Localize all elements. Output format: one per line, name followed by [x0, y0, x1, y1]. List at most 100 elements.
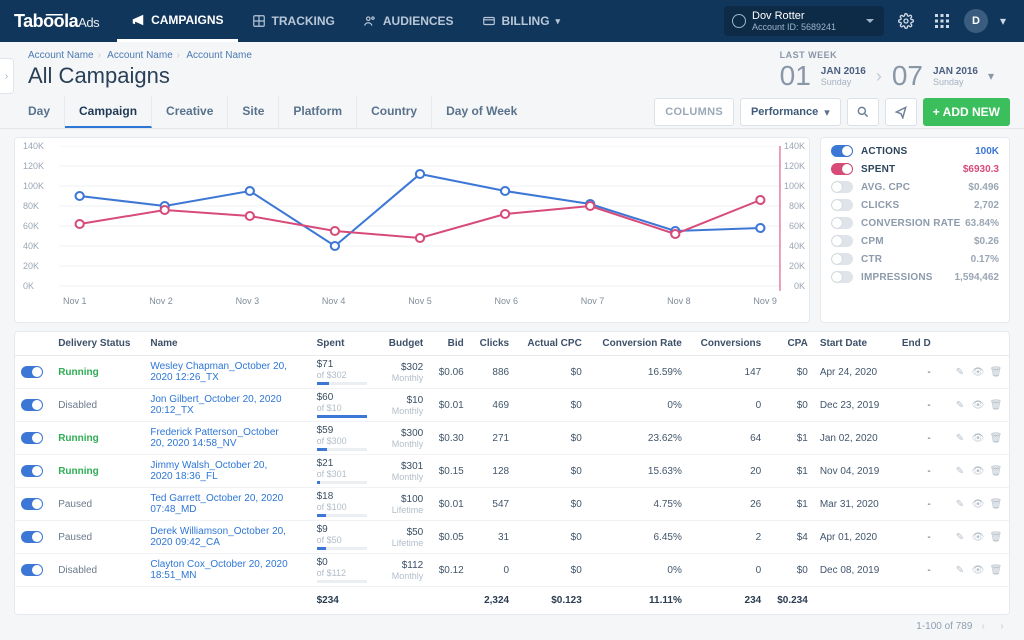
metric-toggle[interactable] [831, 217, 853, 229]
account-switcher[interactable]: Dov Rotter Account ID: 5689241 [724, 6, 884, 36]
metric-ctr[interactable]: CTR0.17% [821, 250, 1009, 268]
col-header[interactable]: Bid [429, 332, 470, 356]
pager-prev[interactable]: ‹ [975, 621, 991, 632]
view-icon[interactable]: 👁 [971, 565, 985, 576]
row-enable-toggle[interactable] [21, 432, 43, 444]
col-header[interactable]: CPA [767, 332, 814, 356]
edit-icon[interactable]: ✎ [953, 466, 967, 477]
campaign-link[interactable]: Clayton Cox_October 20, 2020 18:51_MN [150, 559, 290, 582]
col-header[interactable] [15, 332, 52, 356]
edit-icon[interactable]: ✎ [953, 400, 967, 411]
tab-creative[interactable]: Creative [152, 96, 228, 128]
view-icon[interactable]: 👁 [971, 367, 985, 378]
delete-icon[interactable]: 🗑 [989, 499, 1003, 510]
edit-icon[interactable]: ✎ [953, 565, 967, 576]
metric-toggle[interactable] [831, 253, 853, 265]
edit-icon[interactable]: ✎ [953, 532, 967, 543]
user-avatar[interactable]: D [964, 9, 988, 33]
date-range-picker[interactable]: LAST WEEK 01 JAN 2016Sunday › 07 JAN 201… [780, 50, 1006, 90]
campaign-link[interactable]: Frederick Patterson_October 20, 2020 14:… [150, 427, 290, 450]
metric-actions[interactable]: ACTIONS100K [821, 142, 1009, 160]
metric-toggle[interactable] [831, 145, 853, 157]
pager-label: 1-100 of 789 [916, 621, 972, 632]
col-header[interactable]: Delivery Status [52, 332, 144, 356]
metric-toggle[interactable] [831, 271, 853, 283]
delete-icon[interactable]: 🗑 [989, 532, 1003, 543]
metric-conversion-rate[interactable]: CONVERSION RATE63.84% [821, 214, 1009, 232]
search-button[interactable] [847, 98, 879, 126]
col-header[interactable]: Spent [311, 332, 379, 356]
col-header[interactable]: Conversion Rate [588, 332, 688, 356]
performance-dropdown[interactable]: Performance ▾ [740, 98, 841, 126]
metric-spent[interactable]: SPENT$6930.3 [821, 160, 1009, 178]
col-header[interactable]: Start Date [814, 332, 892, 356]
table-row: RunningWesley Chapman_October 20, 2020 1… [15, 356, 1009, 389]
col-header[interactable]: Actual CPC [515, 332, 588, 356]
status-badge: Running [58, 433, 99, 444]
campaign-link[interactable]: Ted Garrett_October 20, 2020 07:48_MD [150, 493, 290, 516]
tab-country[interactable]: Country [357, 96, 432, 128]
columns-button[interactable]: COLUMNS [654, 98, 734, 126]
table-row: DisabledJon Gilbert_October 20, 2020 20:… [15, 389, 1009, 422]
col-header[interactable]: Budget [378, 332, 429, 356]
view-icon[interactable]: 👁 [971, 532, 985, 543]
tab-campaign[interactable]: Campaign [65, 96, 152, 128]
date-range-menu-icon[interactable]: ▾ [988, 69, 1006, 83]
breadcrumb-link[interactable]: Account Name [186, 50, 252, 61]
delete-icon[interactable]: 🗑 [989, 400, 1003, 411]
row-enable-toggle[interactable] [21, 498, 43, 510]
apps-icon[interactable] [928, 7, 956, 35]
row-enable-toggle[interactable] [21, 531, 43, 543]
delete-icon[interactable]: 🗑 [989, 433, 1003, 444]
share-button[interactable] [885, 98, 917, 126]
breadcrumb-link[interactable]: Account Name [28, 50, 94, 61]
metric-avg-cpc[interactable]: AVG. CPC$0.496 [821, 178, 1009, 196]
metric-toggle[interactable] [831, 181, 853, 193]
row-enable-toggle[interactable] [21, 366, 43, 378]
campaign-link[interactable]: Wesley Chapman_October 20, 2020 12:26_TX [150, 361, 290, 384]
view-icon[interactable]: 👁 [971, 466, 985, 477]
delete-icon[interactable]: 🗑 [989, 565, 1003, 576]
campaign-link[interactable]: Derek Williamson_October 20, 2020 09:42_… [150, 526, 290, 549]
campaign-link[interactable]: Jon Gilbert_October 20, 2020 20:12_TX [150, 394, 290, 417]
nav-billing[interactable]: BILLING ▾ [468, 0, 575, 42]
metric-impressions[interactable]: IMPRESSIONS1,594,462 [821, 268, 1009, 286]
col-header[interactable]: Conversions [688, 332, 767, 356]
tab-day[interactable]: Day [14, 96, 65, 128]
metric-toggle[interactable] [831, 163, 853, 175]
row-enable-toggle[interactable] [21, 465, 43, 477]
nav-campaigns[interactable]: CAMPAIGNS [117, 0, 237, 42]
table-row: PausedDerek Williamson_October 20, 2020 … [15, 521, 1009, 554]
gear-icon[interactable] [892, 7, 920, 35]
view-icon[interactable]: 👁 [971, 433, 985, 444]
metric-clicks[interactable]: CLICKS2,702 [821, 196, 1009, 214]
pager-next[interactable]: › [994, 621, 1010, 632]
nav-tracking[interactable]: TRACKING [238, 0, 349, 42]
tab-platform[interactable]: Platform [279, 96, 357, 128]
view-icon[interactable]: 👁 [971, 499, 985, 510]
avatar-caret-icon[interactable]: ▾ [996, 7, 1010, 35]
delete-icon[interactable]: 🗑 [989, 367, 1003, 378]
sidebar-expand-handle[interactable]: › [0, 58, 14, 94]
metric-cpm[interactable]: CPM$0.26 [821, 232, 1009, 250]
edit-icon[interactable]: ✎ [953, 433, 967, 444]
col-header[interactable]: Name [144, 332, 310, 356]
nav-audiences[interactable]: AUDIENCES [349, 0, 468, 42]
col-header[interactable]: End D [892, 332, 937, 356]
add-new-button[interactable]: + ADD NEW [923, 98, 1010, 126]
view-icon[interactable]: 👁 [971, 400, 985, 411]
row-enable-toggle[interactable] [21, 399, 43, 411]
breadcrumb-link[interactable]: Account Name [107, 50, 173, 61]
campaign-link[interactable]: Jimmy Walsh_October 20, 2020 18:36_FL [150, 460, 290, 483]
col-header[interactable] [937, 332, 1009, 356]
tab-day-of-week[interactable]: Day of Week [432, 96, 531, 128]
metric-toggle[interactable] [831, 199, 853, 211]
tab-site[interactable]: Site [228, 96, 279, 128]
table-row: Running Frederick Patterson_October 20, 2… [15, 422, 1009, 455]
metric-toggle[interactable] [831, 235, 853, 247]
delete-icon[interactable]: 🗑 [989, 466, 1003, 477]
col-header[interactable]: Clicks [470, 332, 515, 356]
row-enable-toggle[interactable] [21, 564, 43, 576]
edit-icon[interactable]: ✎ [953, 499, 967, 510]
edit-icon[interactable]: ✎ [953, 367, 967, 378]
